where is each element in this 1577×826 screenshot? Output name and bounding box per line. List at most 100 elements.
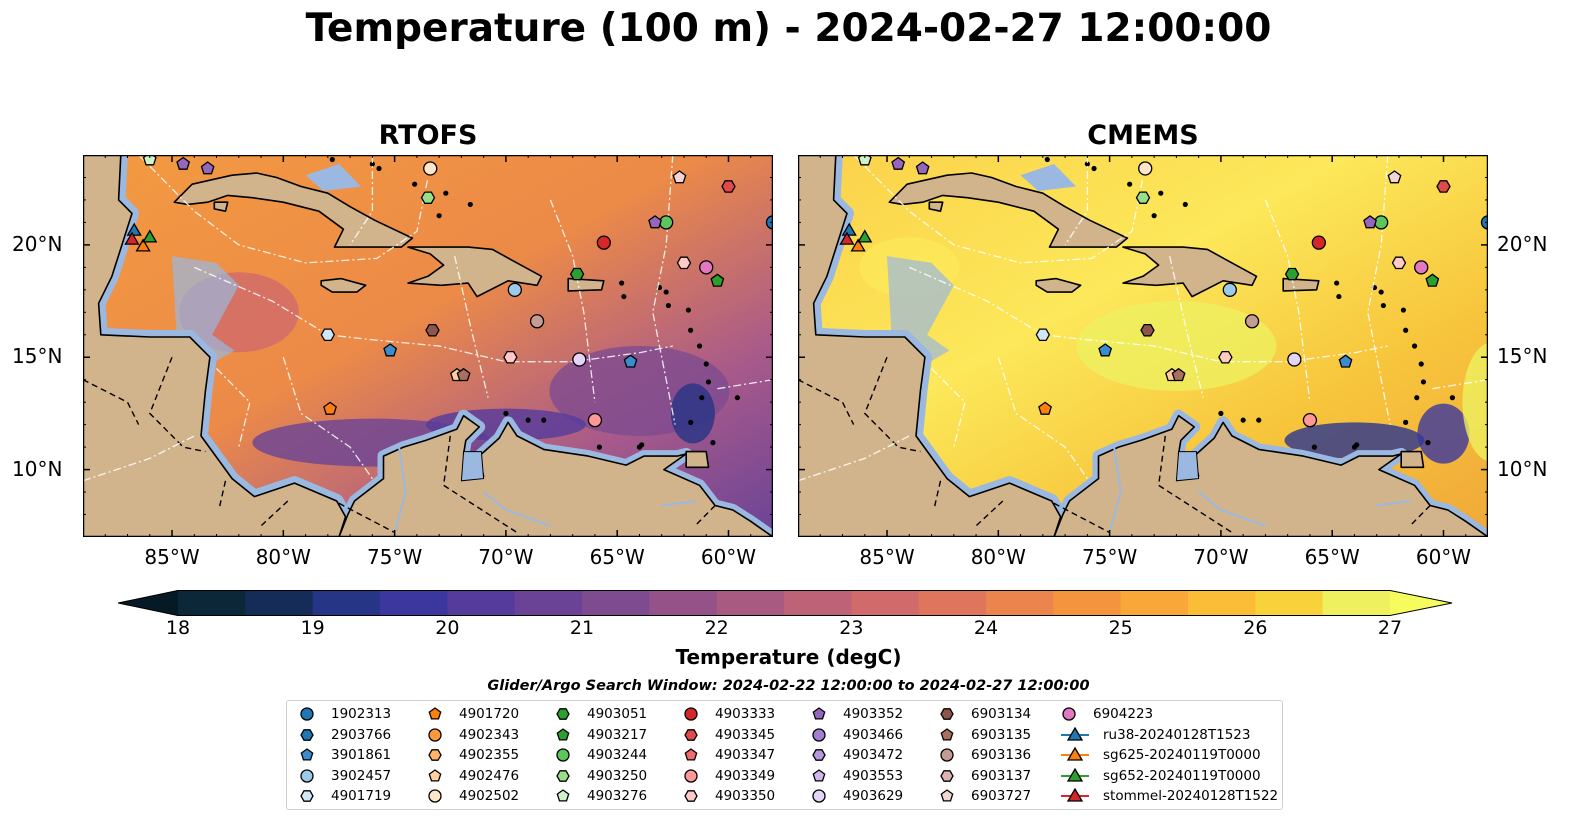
observation-marker [1391,256,1407,270]
map-frame [798,155,1488,537]
observation-marker [915,161,930,175]
land-hispaniola [1122,246,1258,298]
search-window-text: Glider/Argo Search Window: 2024-02-22 12… [487,678,1090,694]
legend-label: 4903352 [843,706,904,722]
eez-boundary [1432,379,1488,390]
small-island [541,417,547,423]
colorbar-tick-label: 19 [300,617,325,639]
map-content [83,155,773,537]
longitude-label: 80°W [255,545,311,569]
country-border [863,356,921,453]
legend-label: 4903347 [715,747,776,763]
observation-marker [765,215,773,230]
small-island [639,442,645,448]
observation-marker [142,155,157,166]
small-island [1420,379,1427,385]
legend-label: 4903276 [587,788,648,804]
observation-marker [126,222,142,236]
legend-label: stommel-20240128T1522 [1103,788,1279,804]
longitude-label: 65°W [589,545,645,569]
small-island [1218,410,1224,417]
river [1197,491,1266,527]
observation-marker [423,161,438,176]
temperature-patch [1417,403,1470,464]
land-hispaniola [407,246,543,298]
map-frame [83,155,773,537]
legend-label: 4903244 [587,747,648,763]
country-border [1053,502,1110,534]
small-island [1334,280,1340,286]
legend-marker-shape [300,768,314,783]
land-isleOfYouth [213,201,229,213]
legend-marker [556,748,570,762]
small-island [1403,327,1409,333]
eez-boundary [549,199,596,403]
legend-marker-shape [684,790,698,802]
observation-marker [1098,343,1113,357]
longitude-label: 70°W [478,545,534,569]
country-border [1409,505,1431,527]
small-island [621,293,627,300]
legend-label: 4903472 [843,747,904,763]
legend-marker-shape [684,768,698,783]
legend-marker-shape [812,768,826,782]
legend-marker-shape [1066,787,1084,802]
legend-label: 4903466 [843,726,904,743]
legend-marker [300,707,314,721]
legend-label: sg652-20240119T0000 [1103,767,1261,784]
small-island [1354,442,1360,448]
legend-marker-shape [940,748,954,762]
legend-label: 4902355 [459,747,520,763]
land-centralAmerica [83,155,347,537]
small-island [412,181,418,187]
observation-marker [1138,161,1153,176]
legend-marker-shape [940,727,954,741]
observation-marker [1135,191,1151,204]
small-island [436,213,442,219]
observation-marker [1035,328,1051,342]
colorbar-segment [716,590,785,616]
eez-boundary [1367,155,1391,425]
observation-marker [572,352,587,367]
observation-marker [142,229,158,243]
longitude-label: 80°W [970,545,1026,569]
legend-label: 4902502 [459,788,520,804]
small-island [710,440,716,446]
small-island [1425,440,1431,446]
country-border [148,356,206,453]
panel-title-cmems: CMEMS [1087,120,1199,151]
land-trinidad [685,450,710,469]
river [1108,446,1122,533]
country-border [933,480,942,511]
latitude-label: 15°N [12,344,63,369]
legend-marker-shape [812,727,826,742]
legend-label: 2903766 [331,726,392,743]
legend-marker [684,768,698,783]
small-island [1380,302,1386,309]
longitude-label: 75°W [366,545,423,569]
legend-marker [1061,787,1089,802]
small-island [1044,156,1050,163]
observation-marker [1387,170,1402,184]
legend-marker-shape [300,728,314,741]
small-island [1127,181,1133,187]
eez-boundary [853,155,1144,264]
observation-marker [456,367,471,382]
legend-label: 4903051 [587,706,648,722]
latitude-label: 10°N [1497,456,1548,481]
small-island [1378,289,1384,295]
temperature-patch [1284,422,1425,459]
legend-marker [684,748,698,761]
small-island [1414,395,1420,401]
observation-marker [659,215,674,230]
colorbar-tick-label: 18 [165,617,191,639]
small-island [369,161,375,167]
legend-marker [428,768,442,782]
rtofs-map [83,155,773,537]
colorbar-segment [582,590,650,616]
observation-marker [320,328,336,342]
land-southAmerica [1053,414,1488,537]
river [393,446,407,533]
legend: 1902313 2903766 3901861 3902457 4901719 49017… [286,700,1283,810]
legend-marker [684,728,698,741]
